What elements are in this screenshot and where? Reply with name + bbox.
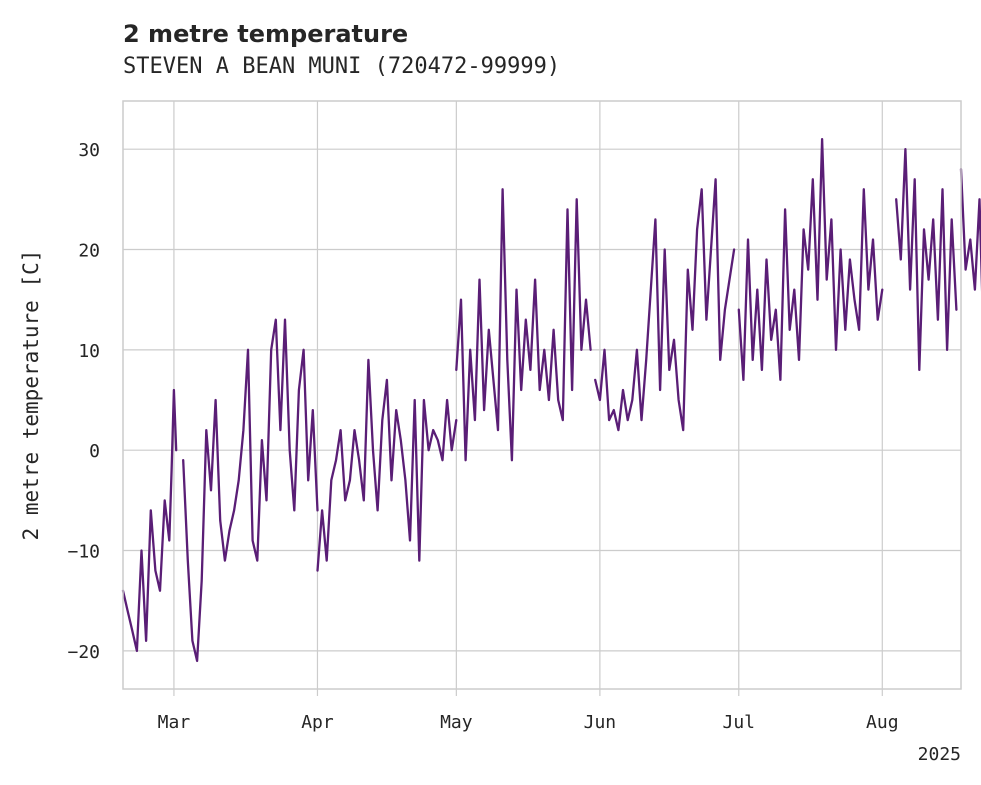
x-tick-label: Jul	[723, 712, 756, 733]
y-tick-label: 20	[78, 241, 100, 262]
chart-subtitle: STEVEN A BEAN MUNI (720472-99999)	[123, 54, 560, 79]
y-axis-label: 2 metre temperature [C]	[19, 250, 43, 541]
plot-frame	[122, 100, 962, 690]
y-tick-label: −20	[67, 642, 100, 663]
x-tick-label: Mar	[158, 712, 191, 733]
y-tick-label: 10	[78, 341, 100, 362]
temperature-series-line	[121, 388, 178, 653]
temperature-series-line	[895, 148, 958, 372]
x-tick-label: Jun	[584, 712, 617, 733]
series-layer	[121, 137, 981, 663]
y-tick-label: 30	[78, 140, 100, 161]
temperature-series-line	[316, 358, 458, 572]
temperature-series-line	[959, 168, 981, 292]
grid	[123, 101, 961, 689]
x-tick-label: Aug	[866, 712, 899, 733]
x-tick-label: May	[440, 712, 473, 733]
y-tick-label: 0	[89, 441, 100, 462]
temperature-series-line	[594, 178, 736, 432]
x-axis: Mar Apr May Jun Jul Aug	[158, 689, 899, 733]
chart-title: 2 metre temperature	[123, 20, 408, 48]
temperature-series-line	[182, 318, 319, 663]
x-tick-label: Apr	[301, 712, 334, 733]
y-tick-label: −10	[67, 542, 100, 563]
y-axis: −20 −10 0 10 20 30	[67, 140, 100, 663]
temperature-series-line	[455, 188, 592, 462]
temperature-series-line	[737, 137, 884, 382]
x-axis-year-label: 2025	[918, 744, 961, 765]
